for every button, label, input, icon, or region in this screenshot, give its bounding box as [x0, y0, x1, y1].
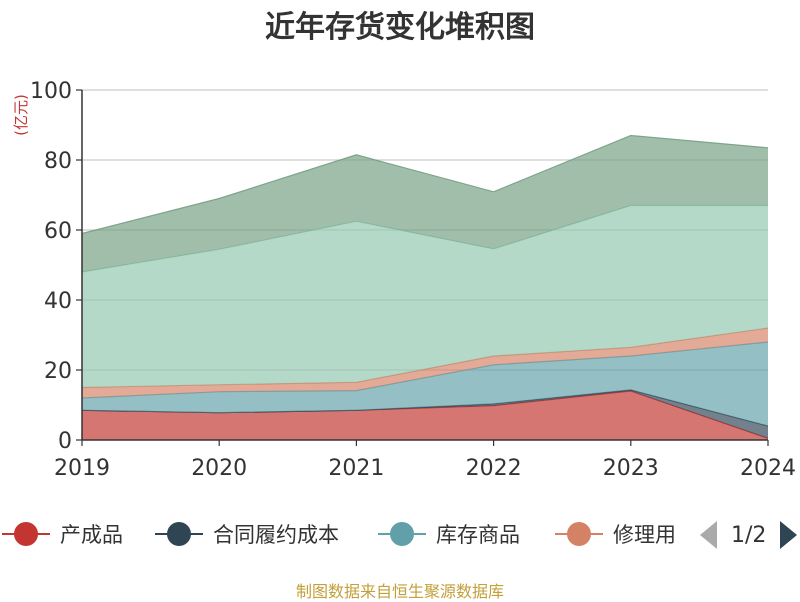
y-axis-label: (亿元)	[12, 94, 30, 136]
legend-marker-icon	[2, 518, 50, 550]
x-tick-label-3: 2022	[466, 456, 522, 481]
y-tick-label-2: 40	[44, 289, 72, 314]
legend: 产成品 合同履约成本 库存商品 修理用	[0, 512, 800, 556]
line-series-5	[81, 134, 769, 235]
legend-label: 库存商品	[436, 523, 520, 547]
area-series-0	[82, 391, 768, 440]
legend-label: 修理用	[613, 523, 676, 547]
legend-item-2[interactable]: 库存商品	[378, 518, 520, 550]
legend-item-1[interactable]: 合同履约成本	[155, 518, 339, 550]
area-series-4	[82, 205, 768, 388]
legend-marker-icon	[155, 518, 203, 550]
area-series-5	[82, 135, 768, 272]
y-tick-label-4: 80	[44, 149, 72, 174]
y-tick-label-0: 0	[58, 429, 72, 454]
legend-next-page-icon[interactable]	[780, 521, 798, 549]
x-tick-label-1: 2020	[191, 456, 247, 481]
legend-page-indicator: 1/2	[731, 522, 767, 548]
y-tick-label-5: 100	[30, 79, 72, 104]
legend-item-3[interactable]: 修理用	[555, 518, 676, 550]
x-tick-label-4: 2023	[603, 456, 659, 481]
legend-items: 产成品 合同履约成本 库存商品 修理用	[0, 512, 686, 556]
x-tick-label-2: 2021	[328, 456, 384, 481]
y-tick-label-1: 20	[44, 359, 72, 384]
x-tick-label-5: 2024	[740, 456, 796, 481]
legend-label: 合同履约成本	[213, 523, 339, 547]
legend-marker-icon	[378, 518, 426, 550]
y-tick-label-3: 60	[44, 219, 72, 244]
area-series-3	[82, 328, 768, 398]
data-source-note: 制图数据来自恒生聚源数据库	[295, 582, 504, 601]
x-tick-label-0: 2019	[54, 456, 110, 481]
chart-title: 近年存货变化堆积图	[265, 10, 535, 45]
legend-prev-page-icon[interactable]	[700, 521, 717, 549]
legend-marker-icon	[555, 518, 603, 550]
area-series-2	[82, 342, 768, 426]
stacked-area-chart: 0 20 40 60 80 100 2019 2020 2021 2022 2023 2024 (亿元)	[12, 79, 796, 481]
legend-item-0[interactable]: 产成品	[2, 518, 123, 550]
legend-label: 产成品	[60, 523, 123, 547]
legend-pager: 1/2	[700, 517, 798, 553]
